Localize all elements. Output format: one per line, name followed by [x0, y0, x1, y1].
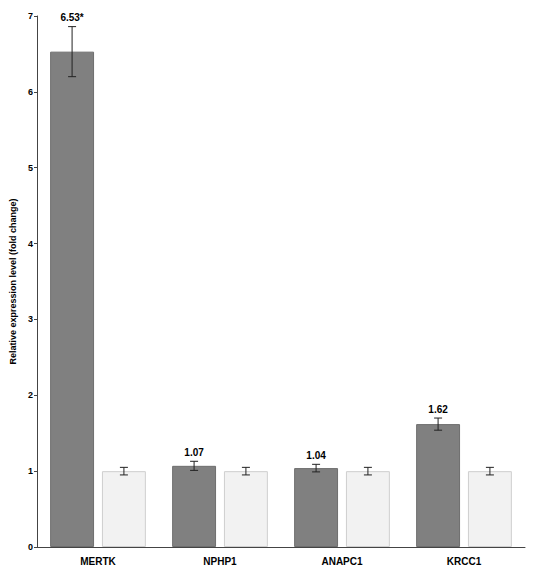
svg-text:ANAPC1: ANAPC1 — [321, 556, 363, 567]
svg-text:3: 3 — [28, 314, 33, 324]
svg-text:Relative expression level (fol: Relative expression level (fold change) — [8, 198, 18, 364]
svg-text:1: 1 — [28, 466, 33, 476]
svg-text:0: 0 — [28, 542, 33, 552]
svg-text:NPHP1: NPHP1 — [203, 556, 237, 567]
svg-text:4: 4 — [28, 239, 33, 249]
svg-text:1.07: 1.07 — [184, 447, 204, 458]
svg-text:MERTK: MERTK — [80, 556, 116, 567]
svg-text:5: 5 — [28, 163, 33, 173]
svg-text:KRCC1: KRCC1 — [447, 556, 482, 567]
svg-text:1.62: 1.62 — [428, 404, 448, 415]
svg-text:7: 7 — [28, 11, 33, 21]
svg-text:6.53*: 6.53* — [60, 12, 83, 23]
svg-text:6: 6 — [28, 87, 33, 97]
svg-text:1.04: 1.04 — [306, 450, 326, 461]
svg-text:2: 2 — [28, 390, 33, 400]
